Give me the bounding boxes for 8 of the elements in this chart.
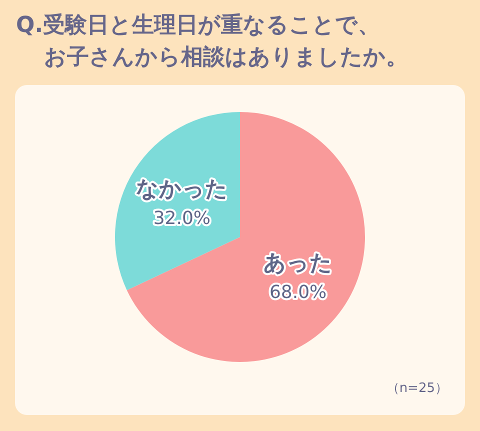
data-label: 32.0% bbox=[153, 208, 211, 230]
data-label: 68.0% bbox=[269, 282, 327, 303]
slice-label: あった bbox=[264, 250, 333, 276]
pie-slice bbox=[126, 112, 365, 362]
chart-title: Q.受験日と生理日が重なることで、 bbox=[16, 13, 380, 38]
text: （n=25） bbox=[386, 381, 448, 396]
chart-subtitle: お子さんから相談はありましたか。 bbox=[44, 45, 408, 70]
slice-label: なかった bbox=[136, 177, 228, 202]
